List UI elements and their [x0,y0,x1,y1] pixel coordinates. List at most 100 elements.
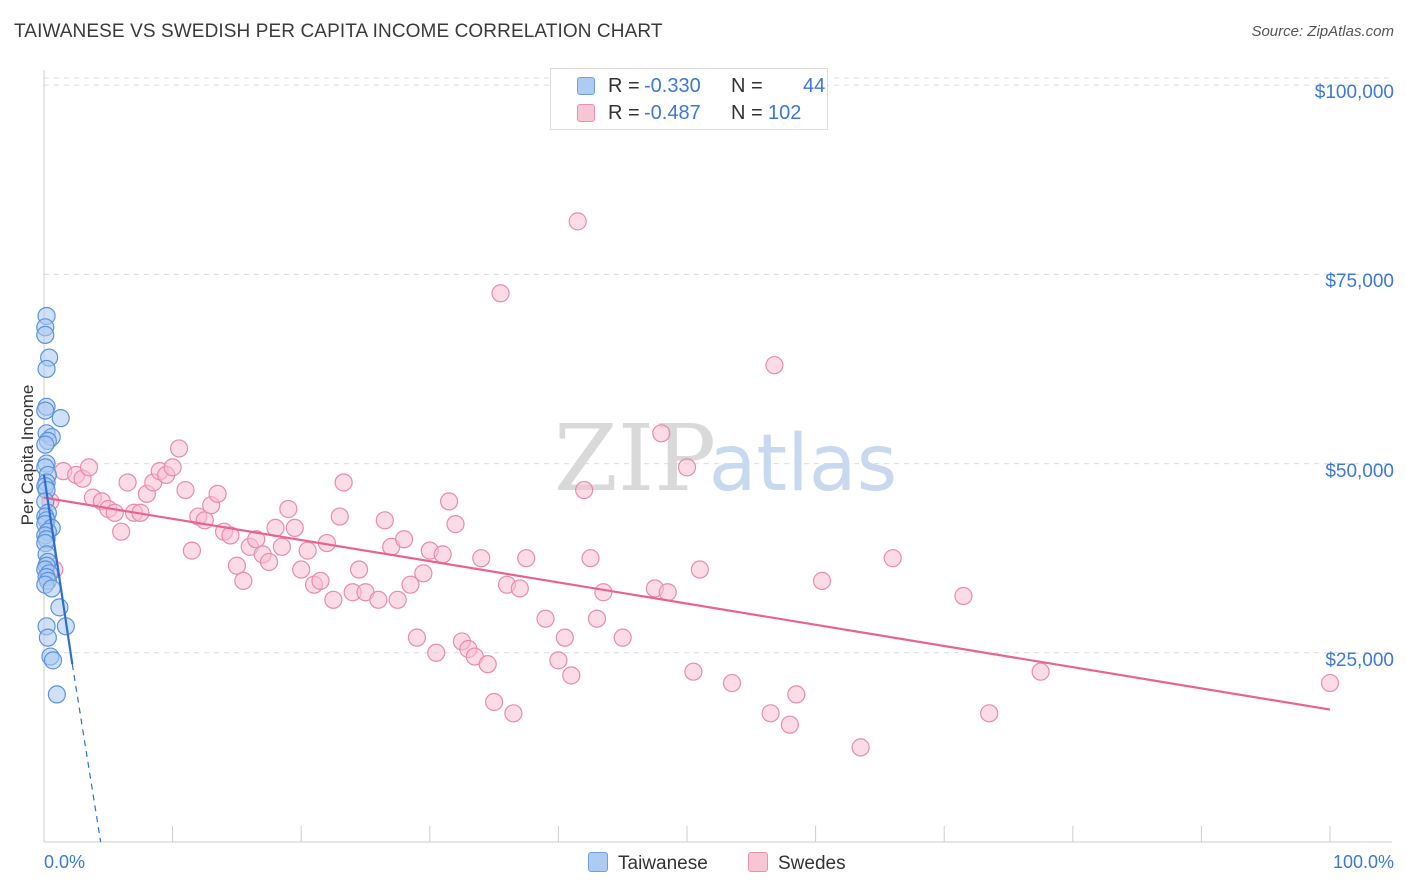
swedes-point [433,545,452,564]
swedes-point [517,549,536,568]
swedes-point [227,556,246,575]
swedes-point [1031,662,1050,681]
swedes-point [407,628,427,647]
taiwanese-legend-swatch [588,852,608,872]
swedes-point [79,458,99,477]
swedes-trend-line [43,496,1331,711]
swedes-point [439,492,459,511]
swedes-point [369,590,388,609]
swedes-point [954,586,973,606]
taiwanese-trend-extension [71,664,102,843]
trend-lines [42,474,1331,843]
swedes-point [587,609,607,628]
taiwanese-point [37,359,56,379]
swedes-point [780,715,799,734]
y-tick-label: $50,000 [1325,460,1394,482]
swedes-point [761,704,780,723]
taiwanese-point [36,435,55,454]
swedes-point [401,575,420,594]
swedes-point [324,590,343,609]
swedes-point [677,458,697,477]
swedes-point [658,583,677,602]
swedes-point [504,704,523,723]
r-label: R = [608,75,640,97]
swedes-point [1320,673,1340,693]
swedes-point [388,590,407,609]
swedes-point [272,537,292,556]
n-value: 102 [768,102,802,124]
n-label: N = [731,75,763,97]
swedes-point [176,480,195,500]
swedes-point [652,424,671,443]
n-value: 44 [803,75,826,97]
swedes-point [581,549,600,568]
swedes-point [163,458,182,477]
taiwanese-swatch [577,77,595,95]
chart-title: TAIWANESE VS SWEDISH PER CAPITA INCOME C… [14,21,663,42]
r-label: R = [608,102,640,124]
swedes-point [414,564,433,583]
swedes-point [613,628,632,647]
source-label: Source: ZipAtlas.com [1251,23,1394,40]
swedes-point [330,507,349,526]
swedes-point [292,560,311,579]
legend-item-taiwanese: Taiwanese [588,852,708,875]
swedes-point [169,439,189,458]
swedes-point [594,583,613,602]
n-label: N = [731,102,763,124]
watermark-atlas: atlas [709,419,898,509]
swedes-point [427,643,446,662]
swedes-point [259,552,279,572]
swedes-point [765,356,784,375]
taiwanese-point [51,409,70,428]
swedes-point [334,473,353,492]
r-value: -0.487 [644,102,701,124]
legend-label: Swedes [778,853,846,874]
swedes-legend-swatch [748,852,768,872]
legend-item-swedes: Swedes [748,852,846,875]
swedes-point [105,503,124,522]
swedes-point [478,655,497,674]
swedes-point [980,704,999,723]
swedes-points [41,212,1340,757]
swedes-point [311,571,330,590]
swedes-point [247,530,266,549]
swedes-point [298,541,317,560]
swedes-point [812,571,832,590]
swedes-point [118,473,137,492]
swedes-point [208,484,227,503]
swedes-point [555,628,574,647]
swedes-point [349,560,369,579]
swedes-point [549,651,568,670]
swedes-point [112,522,131,541]
x-tick-label-max: 100.0% [1332,852,1394,872]
taiwanese-trend-line [42,474,74,665]
swedes-point [394,530,414,549]
swedes-point [485,692,504,712]
swedes-point [536,609,555,628]
taiwanese-point [43,651,63,670]
taiwanese-point [38,628,57,647]
swedes-point [787,685,806,704]
swedes-point [722,673,742,693]
swedes-point [221,526,240,545]
taiwanese-point [36,325,55,345]
swedes-point [279,499,298,519]
taiwanese-point [36,401,55,420]
y-tick-label: $75,000 [1325,271,1394,293]
y-tick-label: $25,000 [1325,649,1394,671]
watermark: ZIP atlas [554,405,897,512]
r-value: -0.330 [644,75,701,97]
swedes-point [375,511,394,530]
swedes-point [491,284,510,303]
swedes-point [285,518,304,538]
correlation-legend: R = -0.330 N = 44 R = -0.487 N = 102 [550,68,828,130]
swedes-point [510,579,529,598]
swedes-point [690,560,709,579]
swedes-point [568,212,587,231]
swedes-point [472,549,491,568]
legend-row-taiwanese: R = -0.330 N = 44 [551,74,827,100]
swedes-point [883,549,902,568]
taiwanese-point [42,579,61,598]
gridlines [44,77,1392,654]
